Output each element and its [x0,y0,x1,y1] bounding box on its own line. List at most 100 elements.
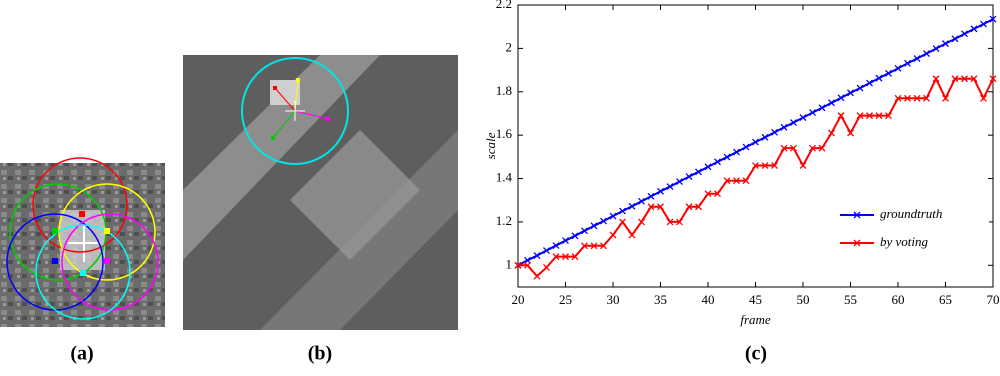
marker [647,203,655,211]
marker [571,232,579,240]
marker [600,242,607,250]
x-tick-label: 65 [939,292,952,307]
marker [837,112,845,120]
marker [961,30,968,38]
x-tick-label: 70 [987,292,1000,307]
marker [951,35,959,43]
marker [894,64,902,72]
marker [628,231,636,239]
marker [590,222,598,230]
marker [866,112,873,120]
marker [853,211,861,219]
marker [923,50,930,58]
y-tick-label: 1.6 [496,126,513,141]
image-a [0,157,165,327]
marker [666,218,674,226]
legend-label: groundtruth [880,206,942,221]
image-b [183,55,458,330]
marker [989,15,997,23]
x-tick-label: 25 [559,292,572,307]
marker [552,253,560,261]
marker [913,55,921,63]
marker [980,94,987,102]
marker [875,112,883,120]
marker [714,158,721,166]
marker [571,253,579,261]
marker [647,192,655,200]
marker [609,212,617,220]
marker [685,203,693,211]
marker [600,217,607,225]
marker [809,144,816,152]
marker [619,218,626,226]
marker [562,253,569,261]
y-tick-label: 2 [506,39,513,54]
marker [970,25,978,33]
marker [657,187,664,195]
marker [723,153,731,161]
panel-label: (b) [308,343,332,365]
marker [885,112,892,120]
x-tick-label: 55 [844,292,857,307]
marker [809,109,816,117]
marker [799,114,807,122]
marker [609,231,617,239]
marker [695,203,702,211]
x-tick-label: 30 [607,292,620,307]
y-axis-label: scale [483,132,498,159]
x-tick-label: 60 [892,292,905,307]
marker [856,84,864,92]
marker [980,20,987,28]
marker [543,264,550,271]
marker [932,45,940,53]
marker [932,75,940,83]
marker [742,177,750,185]
marker [913,94,921,102]
marker [666,183,674,191]
marker [581,242,588,250]
x-tick-label: 20 [512,292,525,307]
marker [828,99,835,107]
marker [590,242,598,250]
marker [837,94,845,102]
marker [514,261,522,269]
marker [714,190,721,198]
marker [676,218,683,226]
marker [628,202,636,210]
marker [638,218,645,226]
marker [543,247,550,255]
marker [533,272,541,280]
marker [780,144,788,152]
y-tick-label: 1.4 [496,170,513,185]
marker [885,69,892,77]
marker [780,123,788,131]
marker [790,119,797,127]
y-tick-label: 1 [506,256,513,271]
marker [961,75,968,83]
marker [562,237,569,245]
legend-box [834,201,989,259]
marker [733,148,740,156]
x-tick-label: 40 [702,292,715,307]
y-tick-label: 1.2 [496,213,512,228]
marker [657,203,664,211]
marker [847,89,854,97]
marker [771,162,778,169]
marker [866,79,873,87]
marker [685,173,693,181]
x-tick-label: 35 [654,292,667,307]
marker [581,227,588,235]
marker [771,128,778,136]
marker [828,129,835,137]
marker [524,256,531,264]
marker [524,261,531,269]
marker [733,177,740,185]
marker [695,168,702,176]
marker [799,162,807,169]
marker [723,177,731,185]
marker [752,162,759,169]
marker [761,133,769,141]
marker [818,144,826,152]
marker [923,94,930,102]
